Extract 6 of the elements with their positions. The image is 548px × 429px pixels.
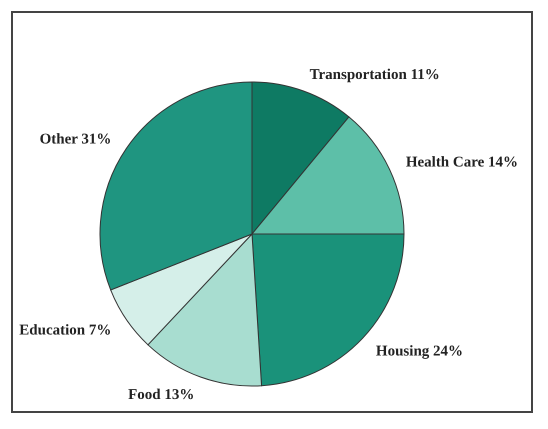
- slice-label: Housing 24%: [376, 343, 464, 360]
- slice-label: Transportation 11%: [310, 67, 440, 84]
- slice-label: Health Care 14%: [406, 154, 518, 171]
- slice-label: Other 31%: [40, 131, 112, 148]
- slice-label: Food 13%: [128, 386, 194, 403]
- slice-label: Education 7%: [19, 322, 112, 339]
